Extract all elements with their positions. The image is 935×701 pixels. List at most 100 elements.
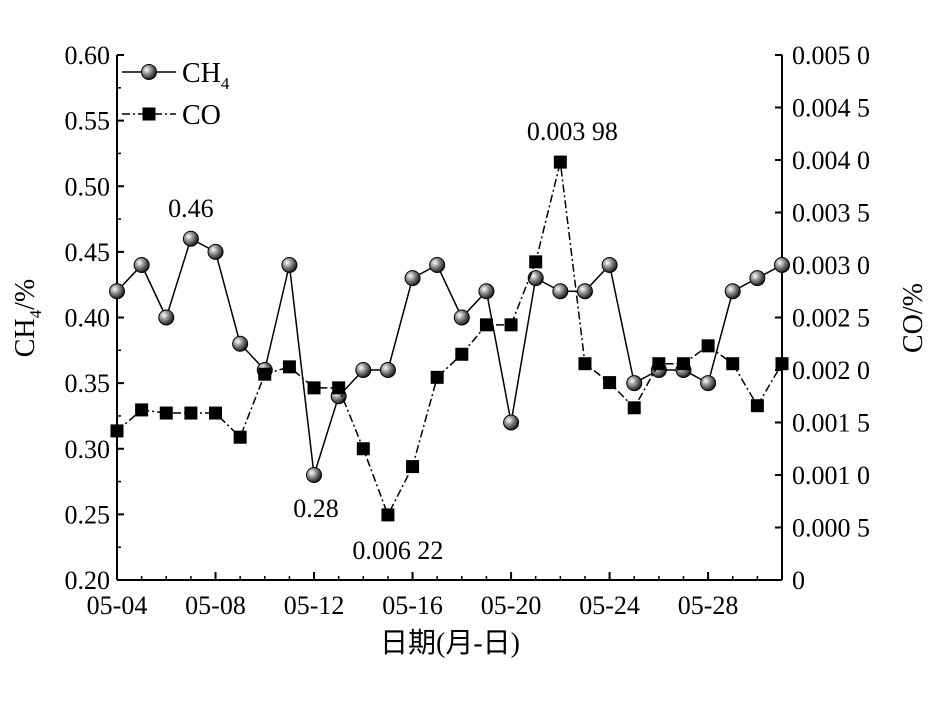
legend-label-ch4: CH4 <box>182 58 230 93</box>
annotations: 0.46 0.28 0.003 98 0.006 22 <box>168 117 618 565</box>
co-point <box>553 155 567 169</box>
legend-marker-ch4 <box>141 64 157 80</box>
x-tick-label: 05-12 <box>284 591 345 620</box>
series-co <box>110 155 789 522</box>
y-right-tick-label: 0 <box>792 566 805 595</box>
co-point <box>504 318 518 332</box>
ch4-point <box>306 467 323 483</box>
y-left-tick-label: 0.25 <box>65 500 111 529</box>
x-tick-label: 05-24 <box>579 591 640 620</box>
legend-marker-co <box>142 107 156 121</box>
y-left-tick-label: 0.45 <box>65 238 111 267</box>
x-ticks: 05-04 05-08 05-12 05-16 05-20 05-24 05-28 <box>87 572 783 620</box>
y-right-ticks: 0 0.000 5 0.001 0 0.001 5 0.002 0 0.002 5 0.00… <box>775 41 870 595</box>
ch4-point <box>404 270 421 287</box>
co-line <box>116 161 783 517</box>
x-tick-label: 05-28 <box>678 591 739 620</box>
y-right-axis-label: CO/% <box>898 283 929 353</box>
ch4-point <box>182 230 199 247</box>
ch4-point <box>478 283 495 300</box>
ch4-point <box>552 283 569 300</box>
ch4-point <box>601 257 618 273</box>
x-tick-label: 05-20 <box>481 591 542 620</box>
co-point <box>356 442 370 456</box>
y-right-tick-label: 0.001 5 <box>792 409 870 438</box>
co-point <box>209 406 223 420</box>
legend-entry-ch4: CH4 <box>122 58 230 93</box>
co-point <box>381 508 395 522</box>
y-left-tick-label: 0.30 <box>65 435 111 464</box>
annotation-label: 0.003 98 <box>527 117 618 146</box>
legend: CH4 CO <box>122 58 230 131</box>
y-right-tick-label: 0.000 5 <box>792 514 870 543</box>
co-point <box>135 403 149 417</box>
co-point <box>479 318 493 332</box>
co-point <box>603 376 617 390</box>
y-right-tick-label: 0.001 0 <box>792 461 870 490</box>
co-point <box>233 430 247 444</box>
y-left-tick-label: 0.35 <box>65 369 111 398</box>
ch4-point <box>158 309 175 326</box>
ch4-point <box>503 414 520 431</box>
ch4-point <box>700 375 717 392</box>
legend-entry-co: CO <box>122 100 221 131</box>
co-point <box>529 255 543 269</box>
x-tick-label: 05-16 <box>382 591 443 620</box>
co-point <box>110 424 124 438</box>
ch4-point <box>379 362 396 378</box>
co-point <box>652 357 666 371</box>
y-right-tick-label: 0.002 5 <box>792 304 870 333</box>
ch4-point <box>724 283 741 300</box>
co-point <box>184 406 198 420</box>
ch4-point <box>774 257 790 273</box>
y-left-tick-label: 0.40 <box>65 304 111 333</box>
plot-frame <box>116 55 783 581</box>
ch4-point <box>453 309 470 326</box>
co-point <box>701 339 715 353</box>
y-right-tick-label: 0.002 0 <box>792 356 870 385</box>
ch4-point <box>207 243 224 260</box>
x-axis-label: 日期(月-日) <box>380 628 520 659</box>
y-right-tick-label: 0.004 5 <box>792 94 870 123</box>
y-left-axis-label: CH4/% <box>10 279 45 358</box>
co-point <box>258 367 272 381</box>
co-point <box>726 357 740 371</box>
annotation-label: 0.006 22 <box>352 536 443 565</box>
annotation-label: 0.46 <box>168 194 214 223</box>
x-tick-label: 05-08 <box>185 591 246 620</box>
annotation-label: 0.28 <box>293 494 339 523</box>
co-point <box>455 347 469 361</box>
ch4-point <box>133 257 150 273</box>
y-left-ticks: 0.20 0.25 0.30 0.35 0.40 0.45 0.50 0.55 0.60 <box>65 41 124 595</box>
y-right-tick-label: 0.003 5 <box>792 199 870 228</box>
co-point <box>578 357 592 371</box>
y-right-tick-label: 0.005 0 <box>792 41 870 70</box>
y-right-tick-label: 0.003 0 <box>792 251 870 280</box>
co-point <box>332 381 346 395</box>
y-left-tick-label: 0.55 <box>65 107 111 136</box>
ch4-point <box>355 362 372 378</box>
ch4-point <box>749 270 766 287</box>
y-left-tick-label: 0.50 <box>65 172 111 201</box>
co-point <box>676 357 690 371</box>
y-right-tick-label: 0.004 0 <box>792 146 870 175</box>
ch4-point <box>429 257 446 273</box>
ch4-point <box>109 283 125 300</box>
ch4-point <box>281 257 298 273</box>
ch4-point <box>576 283 593 300</box>
y-left-tick-label: 0.60 <box>65 41 111 70</box>
co-point <box>430 370 444 384</box>
co-point <box>627 401 641 415</box>
co-point <box>307 381 321 395</box>
ch4-point <box>626 375 643 392</box>
series-ch4 <box>109 230 790 483</box>
co-point <box>282 360 296 374</box>
x-tick-label: 05-04 <box>87 591 148 620</box>
y-left-tick-label: 0.20 <box>65 566 111 595</box>
ch4-line <box>116 237 783 476</box>
co-point <box>750 399 764 413</box>
co-point <box>159 406 173 420</box>
ch4-point <box>232 335 249 352</box>
legend-label-co: CO <box>182 100 221 131</box>
